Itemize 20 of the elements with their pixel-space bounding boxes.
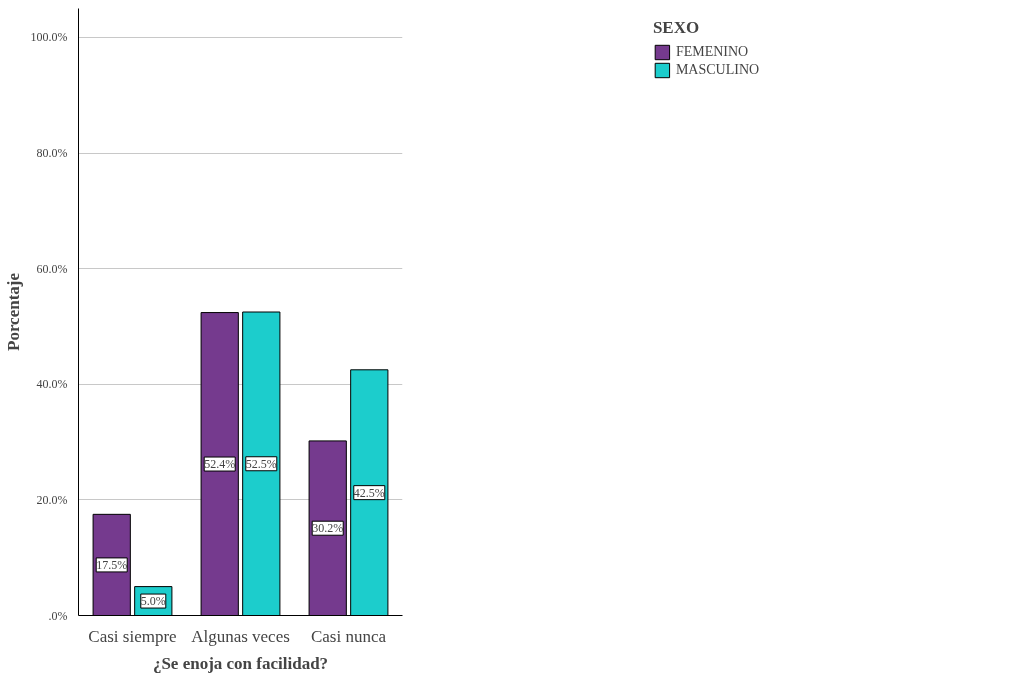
data-label: 17.5% — [96, 557, 128, 572]
data-label: 30.2% — [312, 521, 344, 536]
y-axis-title: Porcentaje — [3, 272, 23, 352]
y-tick-label: 80.0% — [36, 146, 68, 161]
legend-label: MASCULINO — [675, 62, 760, 78]
y-tick-label: 40.0% — [36, 377, 68, 392]
data-label: 52.5% — [245, 456, 277, 471]
legend-label: FEMENINO — [675, 44, 749, 60]
data-label: 5.0% — [140, 594, 166, 609]
y-tick-label: 20.0% — [36, 492, 68, 507]
y-tick-label: .0% — [48, 608, 68, 623]
legend-title: SEXO — [652, 18, 701, 38]
data-label: 42.5% — [353, 485, 385, 500]
y-tick-label: 60.0% — [36, 261, 68, 276]
x-tick-label: Casi siempre — [88, 626, 177, 646]
x-axis-title: ¿Se enoja con facilidad? — [152, 653, 329, 673]
x-tick-label: Algunas veces — [191, 626, 290, 646]
y-tick-label: 100.0% — [30, 30, 68, 45]
data-label: 52.4% — [204, 457, 236, 472]
x-tick-label: Casi nunca — [310, 626, 387, 646]
